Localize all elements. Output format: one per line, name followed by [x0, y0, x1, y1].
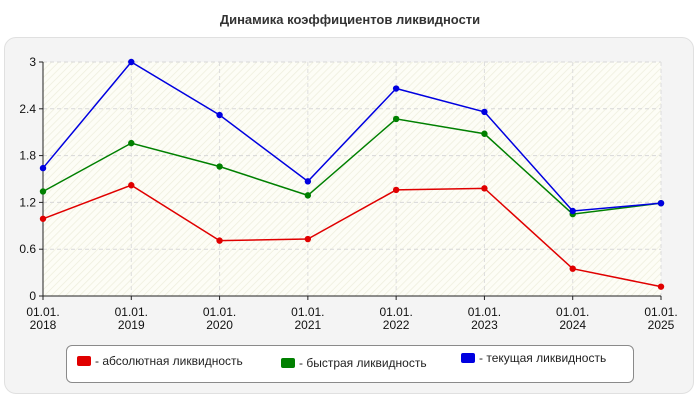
legend-swatch-current	[461, 353, 475, 363]
data-point-0-5	[481, 185, 488, 192]
data-point-2-7	[657, 199, 665, 207]
legend-item-current: - текущая ликвидность	[461, 351, 606, 365]
series-line-2	[42, 61, 662, 212]
y-tick-label: 3	[29, 55, 36, 69]
legend-item-quick: - быстрая ликвидность	[281, 356, 427, 370]
data-point-2-3	[304, 178, 312, 185]
x-tick-label: 01.01. 2022	[379, 305, 412, 332]
y-tick-label: 1.2	[19, 195, 36, 209]
series-line-0	[42, 184, 662, 288]
y-tick-label: 2.4	[19, 102, 36, 116]
legend-swatch-quick	[281, 358, 295, 368]
data-point-0-0	[39, 215, 47, 222]
data-point-2-4	[392, 85, 400, 92]
legend-item-absolute: - абсолютная ликвидность	[77, 354, 243, 368]
x-tick-label: 01.01. 2025	[644, 305, 677, 332]
legend-label-current: - текущая ликвидность	[479, 351, 607, 365]
series-line-1	[42, 118, 662, 215]
legend: - абсолютная ликвидность - быстрая ликви…	[66, 345, 634, 383]
data-point-2-0	[39, 164, 47, 172]
data-point-1-0	[39, 188, 47, 195]
x-tick-label: 01.01. 2019	[115, 305, 148, 332]
x-tick-label: 01.01. 2021	[291, 305, 324, 332]
data-point-1-5	[481, 130, 488, 137]
data-point-0-6	[569, 265, 576, 272]
y-tick-label: 1.8	[19, 149, 36, 163]
data-point-1-3	[304, 192, 312, 199]
data-point-2-6	[569, 207, 576, 215]
data-point-1-2	[216, 163, 223, 170]
data-point-0-3	[304, 235, 312, 243]
data-point-1-1	[128, 139, 135, 147]
x-tick-label: 01.01. 2023	[468, 305, 501, 332]
y-tick-label: 0	[29, 289, 36, 303]
data-point-0-1	[128, 182, 135, 189]
x-tick-label: 01.01. 2018	[26, 305, 59, 332]
legend-swatch-absolute	[77, 356, 91, 366]
x-tick-label: 01.01. 2024	[556, 305, 589, 332]
y-tick-label: 0.6	[19, 242, 36, 256]
data-point-2-5	[481, 108, 488, 116]
legend-label-absolute: - абсолютная ликвидность	[95, 354, 243, 368]
x-tick-label: 01.01. 2020	[203, 305, 236, 332]
data-point-2-1	[128, 58, 135, 66]
data-point-1-4	[392, 115, 400, 123]
chart-title: Динамика коэффициентов ликвидности	[219, 12, 481, 27]
data-point-0-4	[392, 186, 400, 194]
data-point-2-2	[216, 111, 223, 119]
data-point-0-7	[657, 283, 665, 290]
plot-area	[43, 62, 661, 296]
legend-label-quick: - быстрая ликвидность	[299, 356, 427, 370]
data-point-0-2	[216, 237, 223, 244]
